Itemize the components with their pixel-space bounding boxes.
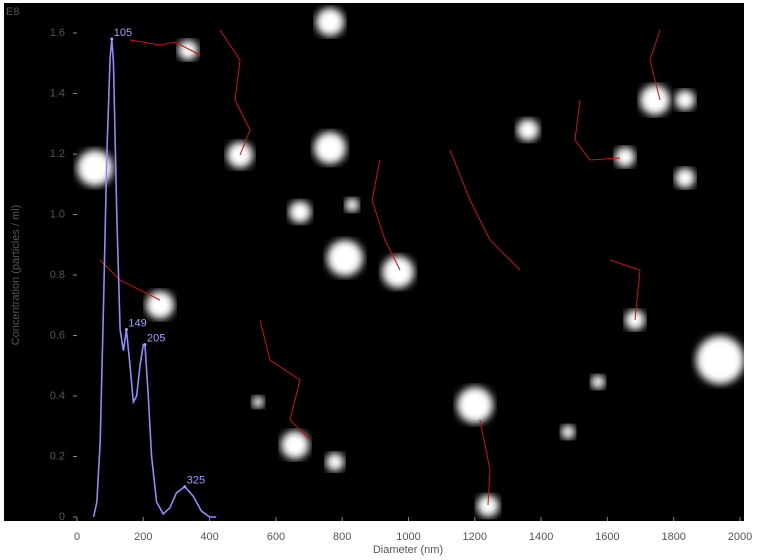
x-tick-label: 800 xyxy=(333,531,351,543)
x-tick-label: 1800 xyxy=(661,531,685,543)
y-tick-label: 1.6 xyxy=(50,27,65,39)
peak-label: 105 xyxy=(114,27,132,39)
x-tick-label: 1200 xyxy=(463,531,487,543)
x-axis-label: Diameter (nm) xyxy=(373,544,443,556)
y-axis-label: Concentration (particles / ml) xyxy=(10,205,22,346)
x-tick-label: 2000 xyxy=(728,531,752,543)
x-tick-label: 1000 xyxy=(396,531,420,543)
x-tick-label: 400 xyxy=(200,531,218,543)
x-tick-label: 0 xyxy=(74,531,80,543)
y-multiplier: E8 xyxy=(6,6,19,18)
peak-marker xyxy=(125,328,128,331)
y-tick-label: 1.0 xyxy=(50,208,65,220)
y-tick-label: 1.4 xyxy=(50,87,65,99)
peak-label: 325 xyxy=(187,475,205,487)
peak-label: 205 xyxy=(147,332,165,344)
particle-image xyxy=(4,3,744,521)
y-tick-label: 1.2 xyxy=(50,148,65,160)
y-tick-label: 0.8 xyxy=(50,269,65,281)
x-tick-label: 600 xyxy=(267,531,285,543)
x-tick-label: 1400 xyxy=(529,531,553,543)
x-tick-label: 200 xyxy=(134,531,152,543)
chart: E8 Diameter (nm) Concentration (particle… xyxy=(0,0,768,560)
peak-marker xyxy=(143,343,146,346)
peak-label: 149 xyxy=(128,317,146,329)
y-tick-label: 0.4 xyxy=(50,390,65,402)
y-tick-label: 0.6 xyxy=(50,329,65,341)
y-tick-label: 0.2 xyxy=(50,450,65,462)
y-tick-label: 0 xyxy=(59,511,65,523)
peak-marker xyxy=(110,38,113,41)
x-tick-label: 1600 xyxy=(595,531,619,543)
peak-marker xyxy=(183,485,186,488)
